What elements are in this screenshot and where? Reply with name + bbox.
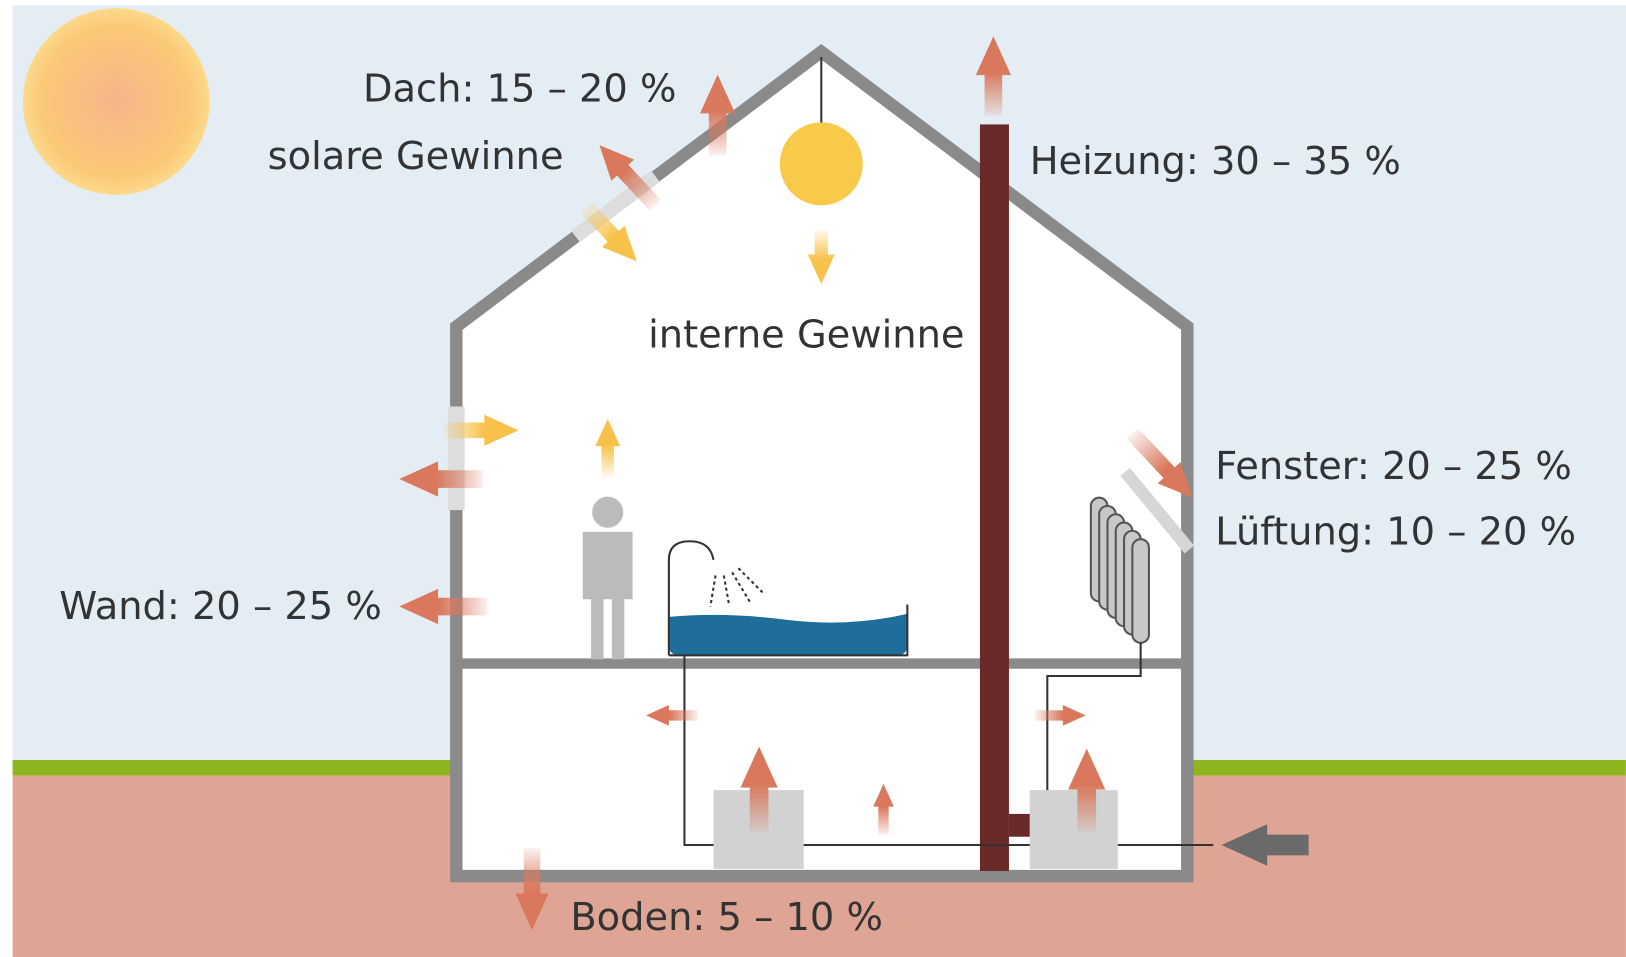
arrow (807, 230, 835, 285)
arrow (975, 36, 1012, 117)
wall-label: Wand: 20 – 25 % (59, 584, 382, 629)
arrow (1221, 824, 1309, 866)
internal-label: interne Gewinne (648, 312, 964, 357)
arrow (1126, 428, 1193, 498)
arrow (399, 588, 488, 625)
arrow (599, 145, 662, 211)
arrow (443, 414, 519, 446)
boiler-right (1029, 790, 1118, 869)
solar-label: solare Gewinne (268, 134, 564, 179)
ventilation-label: Lüftung: 10 – 20 % (1215, 509, 1576, 554)
arrow (595, 418, 621, 477)
bathtub (667, 540, 909, 657)
bathtub-water (668, 613, 908, 656)
flue (1008, 813, 1032, 837)
arrow (1034, 705, 1086, 726)
radiator (1089, 496, 1150, 644)
arrow (1068, 748, 1106, 832)
person-body (582, 531, 633, 660)
arrow (873, 783, 894, 835)
arrow (515, 848, 549, 931)
chimney (979, 124, 1009, 871)
lamp (779, 122, 863, 206)
floor-label: Boden: 5 – 10 % (570, 895, 883, 940)
arrow (699, 74, 736, 156)
arrow (399, 461, 484, 497)
heating-label: Heizung: 30 – 35 % (1030, 139, 1401, 184)
arrow (740, 746, 778, 832)
roof-label: Dach: 15 – 20 % (363, 67, 676, 112)
person-head (592, 496, 624, 528)
shower (709, 567, 766, 607)
wall-window (448, 406, 465, 511)
sun (22, 8, 210, 195)
side-window (1120, 467, 1195, 554)
arrow (646, 705, 698, 726)
arrow (580, 202, 637, 262)
window-label: Fenster: 20 – 25 % (1215, 444, 1572, 489)
